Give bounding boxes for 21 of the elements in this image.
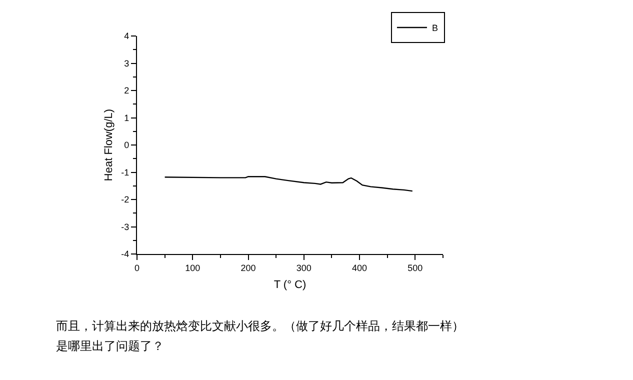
y-tick-label: 3: [124, 58, 130, 68]
y-axis-title: Heat Flow(g/L): [102, 108, 115, 182]
x-axis-title: T (° C): [274, 279, 306, 291]
line-series: [164, 176, 413, 192]
x-tick-label: 100: [185, 262, 200, 273]
y-tick-label: -4: [121, 249, 130, 260]
y-tick-label: -1: [121, 167, 130, 178]
x-tick-label: 500: [408, 262, 423, 273]
y-tick-label: 4: [124, 31, 130, 42]
text: 而且，计算出来的放热焓变比文献小很多。（做了好几个样品，结果都一样）: [56, 319, 464, 333]
x-tick-label: 300: [296, 262, 312, 273]
text: 是哪里出了问题了？: [56, 339, 164, 353]
y-tick-label: 1: [124, 112, 130, 123]
x-tick-label: 400: [352, 262, 368, 273]
y-tick-label: -3: [121, 222, 130, 232]
y-tick-label: 2: [124, 86, 130, 96]
x-tick-label: 200: [240, 262, 256, 273]
y-tick-label: 0: [124, 140, 130, 150]
x-tick-label: 0: [134, 262, 140, 273]
y-tick-label: -2: [121, 194, 130, 205]
legend-label: B: [432, 23, 438, 34]
